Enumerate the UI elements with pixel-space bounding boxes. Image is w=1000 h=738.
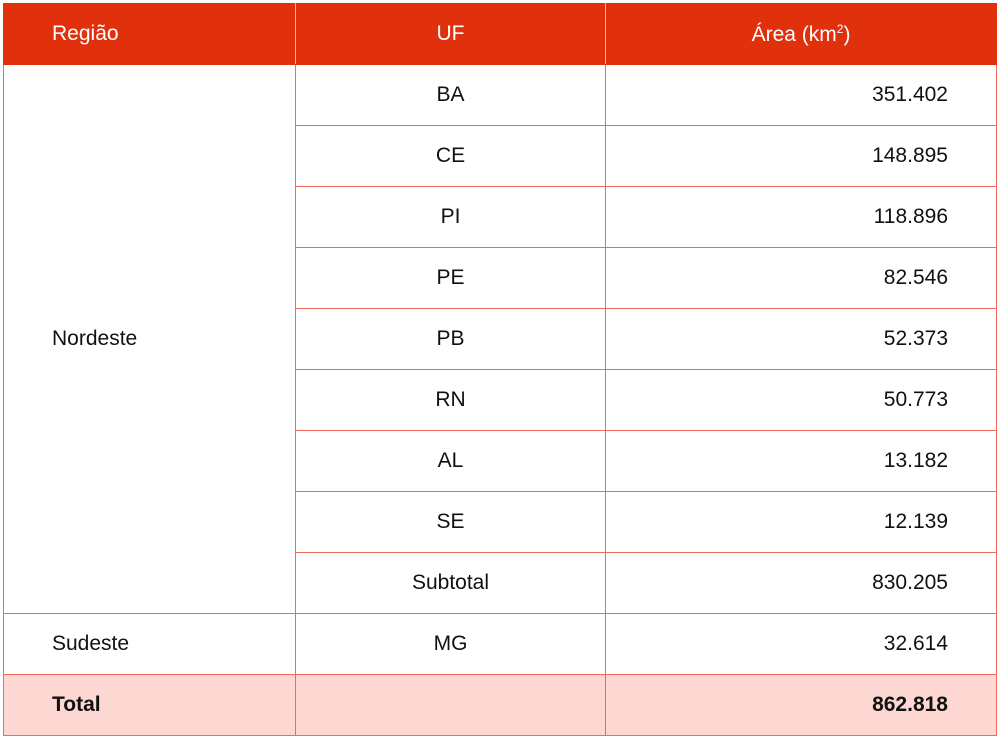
uf-cell: BA xyxy=(295,64,606,126)
table-row: RN 50.773 xyxy=(4,369,997,431)
area-cell: 82.546 xyxy=(605,247,997,309)
uf-cell: CE xyxy=(295,125,606,187)
area-cell: 32.614 xyxy=(605,613,997,675)
table-row: PB 52.373 xyxy=(4,308,997,370)
total-label: Total xyxy=(3,674,296,736)
area-cell: 13.182 xyxy=(605,430,997,492)
header-row: Região UF Área (km2) xyxy=(3,3,997,65)
region-cell: Nordeste xyxy=(3,64,296,614)
table-row: Subtotal 830.205 xyxy=(4,552,997,614)
total-area: 862.818 xyxy=(605,674,997,736)
uf-cell: PB xyxy=(295,308,606,370)
table-row: Nordeste BA 351.402 xyxy=(3,64,997,614)
area-cell: 148.895 xyxy=(605,125,997,187)
region-cell: Sudeste xyxy=(3,613,296,675)
area-cell: 118.896 xyxy=(605,186,997,248)
uf-cell: PI xyxy=(295,186,606,248)
uf-cell: RN xyxy=(295,369,606,431)
uf-cell: PE xyxy=(295,247,606,309)
area-cell: 50.773 xyxy=(605,369,997,431)
area-cell: 351.402 xyxy=(605,64,997,126)
area-cell: 52.373 xyxy=(605,308,997,370)
area-cell: 12.139 xyxy=(605,491,997,553)
total-row: Total 862.818 xyxy=(3,674,997,736)
uf-cell: SE xyxy=(295,491,606,553)
uf-cell: Subtotal xyxy=(295,552,606,614)
header-area: Área (km2) xyxy=(605,3,997,65)
table-row: AL 13.182 xyxy=(4,430,997,492)
area-table: Região UF Área (km2) Nordeste BA 351.402 CE… xyxy=(3,3,997,736)
table-row: SE 12.139 xyxy=(4,491,997,553)
header-region: Região xyxy=(3,3,296,65)
table-row: CE 148.895 xyxy=(4,125,997,187)
total-uf-cell xyxy=(295,674,606,736)
table-row: PE 82.546 xyxy=(4,247,997,309)
area-cell: 830.205 xyxy=(605,552,997,614)
table-row: Sudeste MG 32.614 xyxy=(3,613,997,675)
header-uf: UF xyxy=(295,3,606,65)
uf-cell: MG xyxy=(295,613,606,675)
table-row: PI 118.896 xyxy=(4,186,997,248)
uf-cell: AL xyxy=(295,430,606,492)
